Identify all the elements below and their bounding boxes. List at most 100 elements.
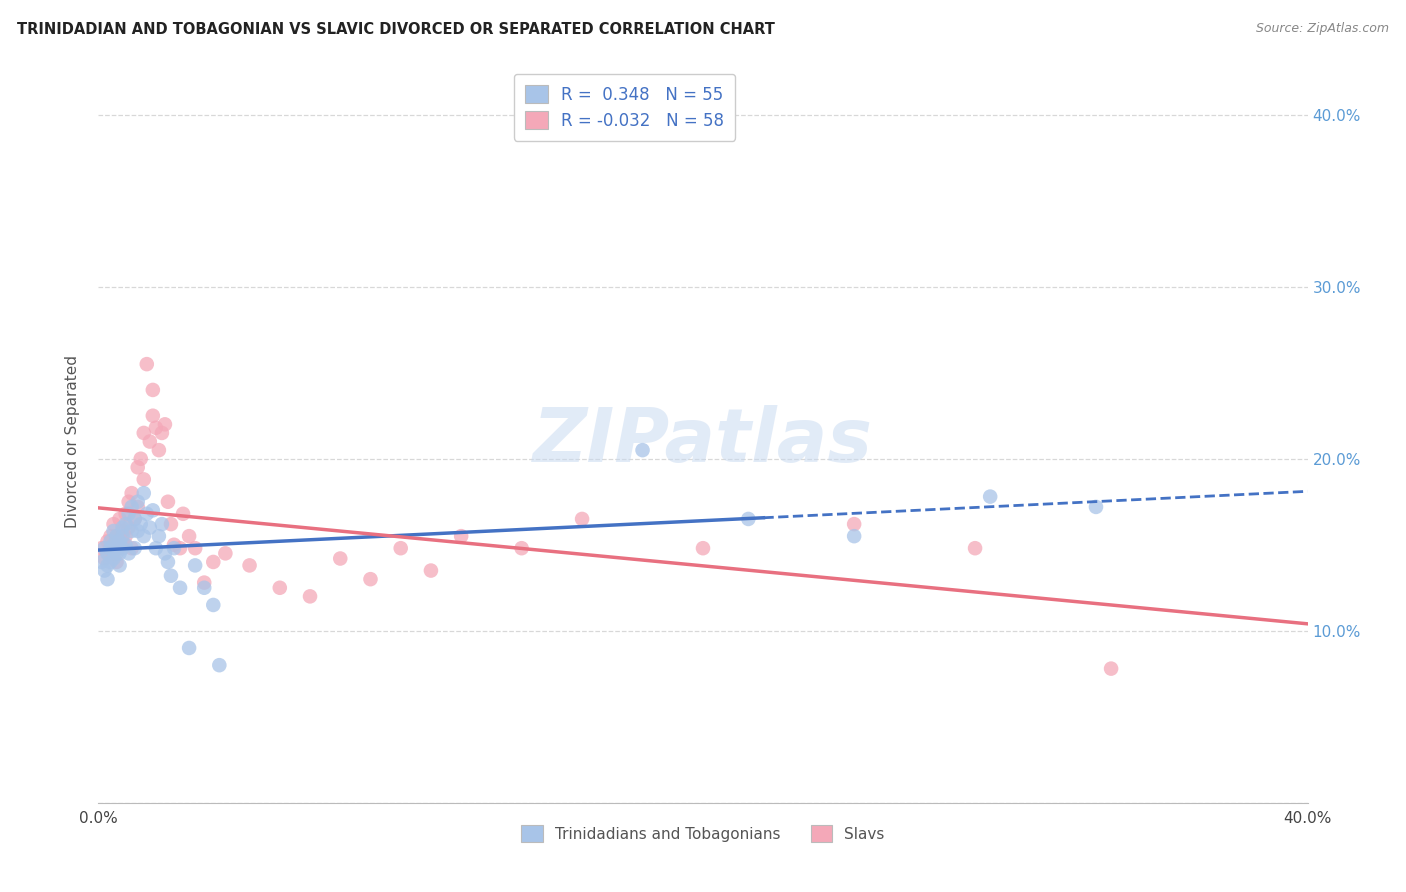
Point — [93, 564, 115, 578]
Point — [118, 494, 141, 508]
Point — [153, 546, 176, 560]
Point — [169, 541, 191, 556]
Point — [111, 534, 134, 549]
Y-axis label: Divorced or Separated: Divorced or Separated — [65, 355, 80, 528]
Legend: Trinidadians and Tobagonians, Slavs: Trinidadians and Tobagonians, Slavs — [513, 817, 893, 849]
Point — [450, 529, 472, 543]
Point — [979, 490, 1001, 504]
Point — [156, 494, 179, 508]
Point — [299, 590, 322, 604]
Point — [145, 541, 167, 556]
Point — [269, 581, 291, 595]
Point — [132, 472, 155, 486]
Point — [105, 546, 128, 560]
Point — [631, 443, 654, 458]
Point — [96, 558, 118, 573]
Point — [160, 568, 183, 582]
Point — [108, 512, 131, 526]
Point — [111, 529, 134, 543]
Point — [214, 546, 236, 560]
Point — [129, 517, 152, 532]
Point — [100, 534, 122, 549]
Point — [163, 541, 186, 556]
Point — [132, 425, 155, 440]
Point — [965, 541, 987, 556]
Point — [108, 541, 131, 556]
Text: TRINIDADIAN AND TOBAGONIAN VS SLAVIC DIVORCED OR SEPARATED CORRELATION CHART: TRINIDADIAN AND TOBAGONIAN VS SLAVIC DIV… — [17, 22, 775, 37]
Point — [139, 434, 162, 449]
Point — [142, 503, 165, 517]
Point — [172, 507, 194, 521]
Point — [179, 640, 201, 655]
Point — [100, 529, 122, 543]
Point — [389, 541, 412, 556]
Point — [114, 529, 136, 543]
Point — [121, 524, 143, 538]
Point — [111, 520, 134, 534]
Point — [844, 517, 866, 532]
Point — [90, 555, 112, 569]
Point — [145, 421, 167, 435]
Point — [169, 581, 191, 595]
Point — [160, 517, 183, 532]
Point — [135, 507, 157, 521]
Point — [121, 486, 143, 500]
Point — [737, 512, 759, 526]
Point — [208, 658, 231, 673]
Point — [108, 558, 131, 573]
Point — [127, 524, 149, 538]
Point — [96, 534, 118, 549]
Point — [105, 541, 128, 556]
Point — [1085, 500, 1108, 514]
Point — [129, 451, 152, 466]
Point — [127, 494, 149, 508]
Point — [124, 512, 146, 526]
Point — [184, 541, 207, 556]
Point — [132, 529, 155, 543]
Point — [1099, 662, 1122, 676]
Point — [96, 572, 118, 586]
Point — [108, 546, 131, 560]
Point — [692, 541, 714, 556]
Point — [148, 443, 170, 458]
Point — [127, 500, 149, 514]
Point — [103, 517, 125, 532]
Point — [139, 520, 162, 534]
Point — [239, 558, 262, 573]
Point — [156, 555, 179, 569]
Point — [103, 546, 125, 560]
Point — [105, 555, 128, 569]
Point — [105, 529, 128, 543]
Point — [124, 512, 146, 526]
Point — [114, 538, 136, 552]
Point — [103, 524, 125, 538]
Point — [844, 529, 866, 543]
Point — [360, 572, 382, 586]
Point — [121, 500, 143, 514]
Point — [105, 529, 128, 543]
Point — [420, 564, 443, 578]
Point — [329, 551, 352, 566]
Point — [193, 581, 215, 595]
Point — [108, 534, 131, 549]
Point — [148, 529, 170, 543]
Point — [93, 541, 115, 556]
Point — [114, 517, 136, 532]
Point — [193, 575, 215, 590]
Point — [571, 512, 593, 526]
Point — [179, 529, 201, 543]
Text: ZIPatlas: ZIPatlas — [533, 405, 873, 478]
Point — [90, 541, 112, 556]
Point — [96, 546, 118, 560]
Point — [100, 541, 122, 556]
Point — [153, 417, 176, 432]
Point — [142, 409, 165, 423]
Point — [114, 507, 136, 521]
Point — [202, 598, 225, 612]
Point — [121, 541, 143, 556]
Point — [103, 538, 125, 552]
Point — [93, 551, 115, 566]
Point — [184, 558, 207, 573]
Point — [202, 555, 225, 569]
Point — [150, 425, 173, 440]
